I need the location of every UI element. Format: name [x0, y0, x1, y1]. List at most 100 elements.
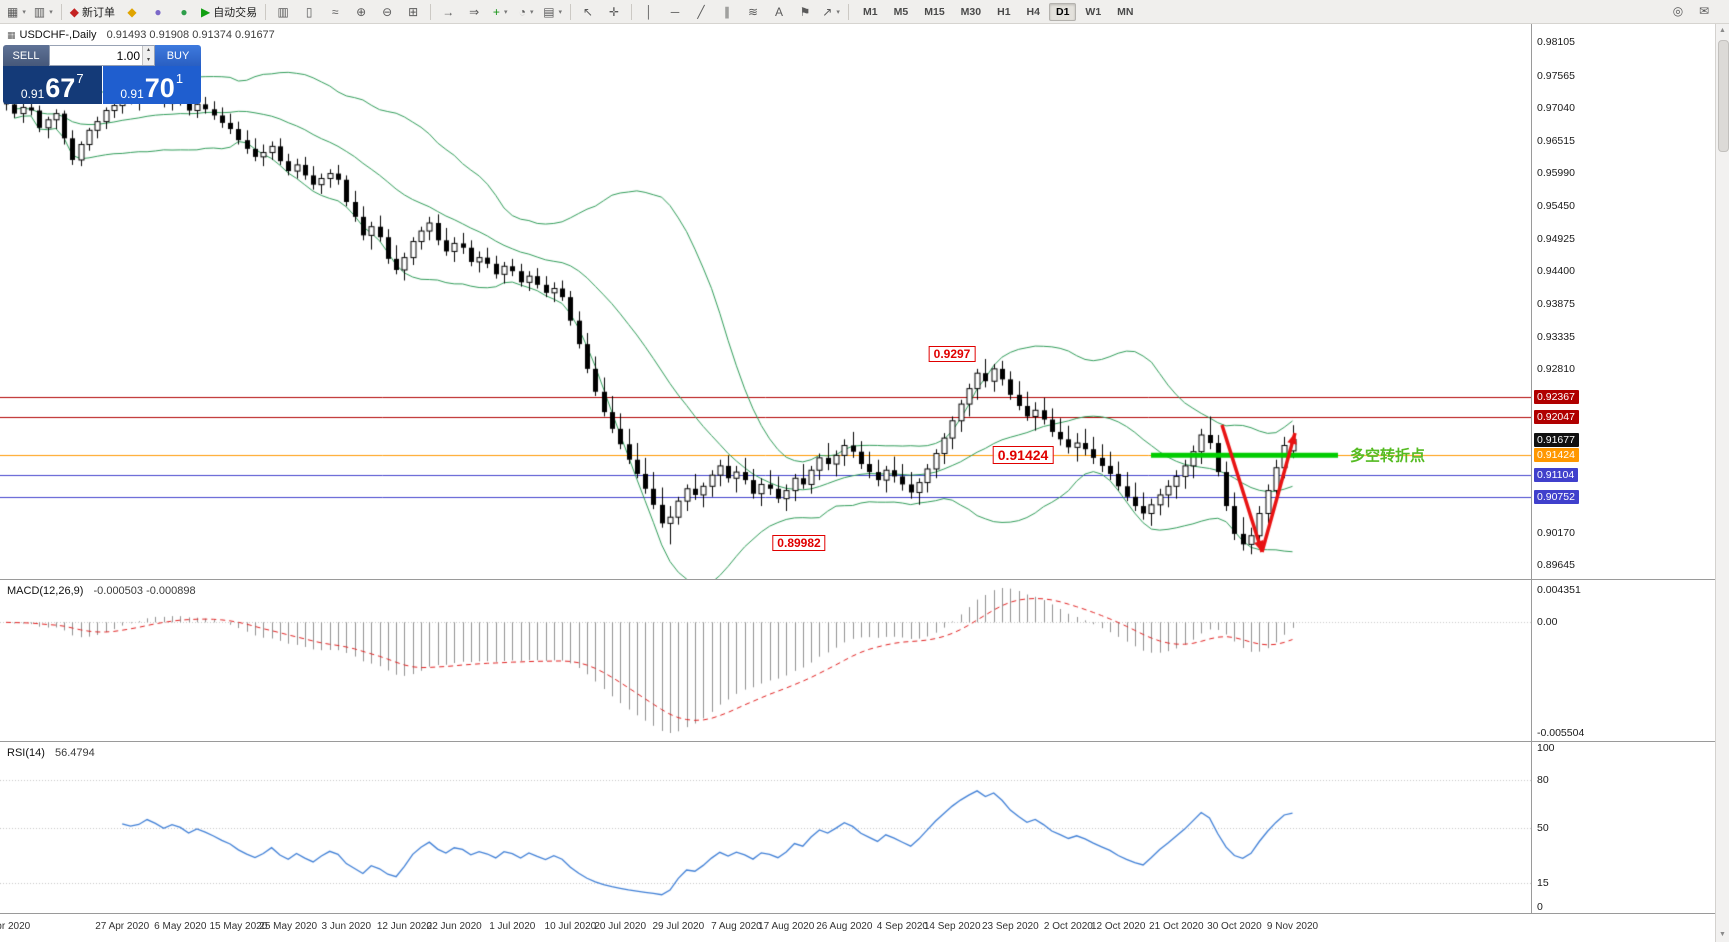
timeframe-m30-button[interactable]: M30 [960, 5, 982, 18]
volume-increase-button[interactable]: ▴ [143, 46, 154, 56]
timeframe-w1-button[interactable]: W1 [1085, 5, 1102, 18]
time-axis-label: 7 Aug 2020 [711, 921, 762, 932]
autotrading-label: 自动交易 [213, 6, 258, 19]
tile-windows-button[interactable]: ⊞ [401, 2, 425, 22]
time-axis-label: 30 Oct 2020 [1207, 921, 1262, 932]
low-price-label: 0.89982 [772, 535, 826, 551]
time-axis-label: 23 Sep 2020 [981, 921, 1039, 932]
fibonacci-button[interactable]: ≋ [741, 2, 765, 22]
sell-price-pips: 67 [45, 73, 76, 103]
crosshair-button[interactable]: ✛ [602, 2, 626, 22]
macd-pane: MACD(12,26,9) -0.000503 -0.000898 0.0043… [0, 580, 1715, 742]
auto-scroll-button[interactable]: → [436, 2, 460, 22]
vertical-scrollbar[interactable]: ▲ ▼ [1715, 24, 1729, 942]
chart-icon: ▦ [7, 30, 16, 40]
price-tick-label: 0.92810 [1537, 363, 1575, 376]
new-chart-button[interactable]: ▦ ▾ [4, 2, 29, 22]
toolbar-separator [570, 3, 572, 20]
volume-input[interactable] [50, 46, 142, 65]
trend-line-icon: ╱ [697, 4, 705, 19]
expert-advisors-button[interactable]: ◆ [120, 2, 144, 22]
scroll-up-arrow[interactable]: ▲ [1719, 27, 1726, 34]
price-tick-label: 0.90170 [1537, 526, 1575, 539]
indicators-icon: + [492, 4, 500, 19]
scroll-down-arrow[interactable]: ▼ [1719, 931, 1726, 938]
time-axis-label: 17 Aug 2020 [758, 921, 815, 932]
zoom-in-icon: ⊕ [356, 4, 367, 19]
macd-canvas[interactable] [0, 580, 1531, 741]
text-label-button[interactable]: ⚑ [793, 2, 817, 22]
rsi-canvas[interactable] [0, 742, 1531, 913]
timeframe-m5-button[interactable]: M5 [893, 5, 909, 18]
buy-price-main: 0.91 [120, 87, 144, 101]
ohlc-values: 0.91493 0.91908 0.91374 0.91677 [106, 29, 275, 41]
macd-scale[interactable]: 0.004351 0.00 -0.005504 [1531, 580, 1715, 741]
price-tick-label: 0.97040 [1537, 102, 1575, 115]
timeframe-h1-button[interactable]: H1 [997, 5, 1011, 18]
timeframe-group: M1 M5 M15 M30 H1 H4 D1 W1 MN [855, 2, 1141, 21]
toolbar-search-button[interactable]: ◎ [1666, 1, 1690, 21]
auto-scroll-icon: → [442, 4, 455, 19]
symbol-period-label: USDCHF-,Daily [19, 29, 97, 41]
price-line-label: 0.92047 [1534, 409, 1579, 424]
price-tick-label: 0.94925 [1537, 232, 1575, 245]
chevron-down-icon: ▾ [530, 8, 534, 16]
line-chart-button[interactable]: ≈ [323, 2, 347, 22]
trend-line-button[interactable]: ╱ [689, 2, 713, 22]
high-price-label: 0.9297 [928, 346, 976, 362]
channel-button[interactable]: ∥ [715, 2, 739, 22]
chevron-down-icon: ▾ [836, 8, 840, 16]
price-scale[interactable]: 0.98105 0.97565 0.97040 0.96515 0.95990 0.954… [1531, 24, 1715, 579]
toolbar-separator [265, 3, 267, 20]
timeframe-h4-button[interactable]: H4 [1026, 5, 1040, 18]
time-axis-label: 27 Apr 2020 [95, 921, 150, 932]
time-axis-label: 29 Jul 2020 [652, 921, 705, 932]
sell-quote[interactable]: 0.91 67 7 [3, 66, 102, 104]
time-axis-label: 15 May 2020 [209, 921, 268, 932]
time-axis-label: 12 Jun 2020 [376, 921, 432, 932]
price-chart-pane: ▦ USDCHF-,Daily 0.91493 0.91908 0.91374 0… [0, 24, 1715, 580]
candlestick-chart-button[interactable]: ▯ [297, 2, 321, 22]
macd-name: MACD(12,26,9) [7, 585, 84, 597]
metaeditor-button[interactable]: ● [146, 2, 170, 22]
horizontal-line-button[interactable]: ─ [663, 2, 687, 22]
buy-quote[interactable]: 0.91 70 1 [102, 66, 201, 104]
chevron-down-icon: ▾ [49, 8, 53, 16]
time-axis-label: 10 Jul 2020 [544, 921, 597, 932]
price-tick-label: 0.94400 [1537, 265, 1575, 278]
mid-price-label: 0.91424 [992, 446, 1054, 464]
toolbar-right-icons: ◎ ✉ [1665, 1, 1717, 21]
new-order-button[interactable]: ◆ 新订单 [67, 2, 118, 22]
arrow-objects-button[interactable]: ↗ ▾ [819, 2, 843, 22]
timeframe-mn-button[interactable]: MN [1117, 5, 1134, 18]
bar-chart-button[interactable]: ▥ [271, 2, 295, 22]
rsi-label: RSI(14) 56.4794 [7, 747, 95, 759]
search-icon: ◎ [1672, 4, 1684, 18]
timeframe-m1-button[interactable]: M1 [863, 5, 878, 18]
volume-decrease-button[interactable]: ▾ [143, 55, 154, 65]
price-tick-label: 0.89645 [1537, 559, 1575, 572]
timeframe-m15-button[interactable]: M15 [924, 5, 945, 18]
periods-button[interactable]: ◔ ▾ [514, 2, 538, 22]
zoom-in-button[interactable]: ⊕ [349, 2, 373, 22]
profiles-button[interactable]: ▥ ▾ [31, 2, 56, 22]
rsi-scale[interactable]: 100 80 50 15 0 [1531, 742, 1715, 913]
candlestick-chart-icon: ▯ [305, 4, 313, 19]
scrollbar-thumb[interactable] [1718, 40, 1729, 152]
templates-button[interactable]: ▤ ▾ [540, 2, 565, 22]
text-button[interactable]: A [767, 2, 791, 22]
toolbar-chat-button[interactable]: ✉ [1692, 1, 1716, 21]
chart-shift-button[interactable]: ⇒ [462, 2, 486, 22]
sell-button[interactable]: SELL [3, 45, 49, 66]
indicators-button[interactable]: + ▾ [488, 2, 512, 22]
buy-button[interactable]: BUY [155, 45, 201, 66]
timeframe-d1-button[interactable]: D1 [1048, 2, 1077, 21]
cursor-button[interactable]: ↖ [576, 2, 600, 22]
price-chart-canvas[interactable] [0, 24, 1531, 579]
info-button[interactable]: ● [172, 2, 196, 22]
zoom-out-button[interactable]: ⊖ [375, 2, 399, 22]
turning-point-label: 多空转折点 [1350, 447, 1426, 465]
vertical-line-button[interactable]: │ [637, 2, 661, 22]
autotrading-button[interactable]: ▶ 自动交易 [198, 2, 260, 22]
